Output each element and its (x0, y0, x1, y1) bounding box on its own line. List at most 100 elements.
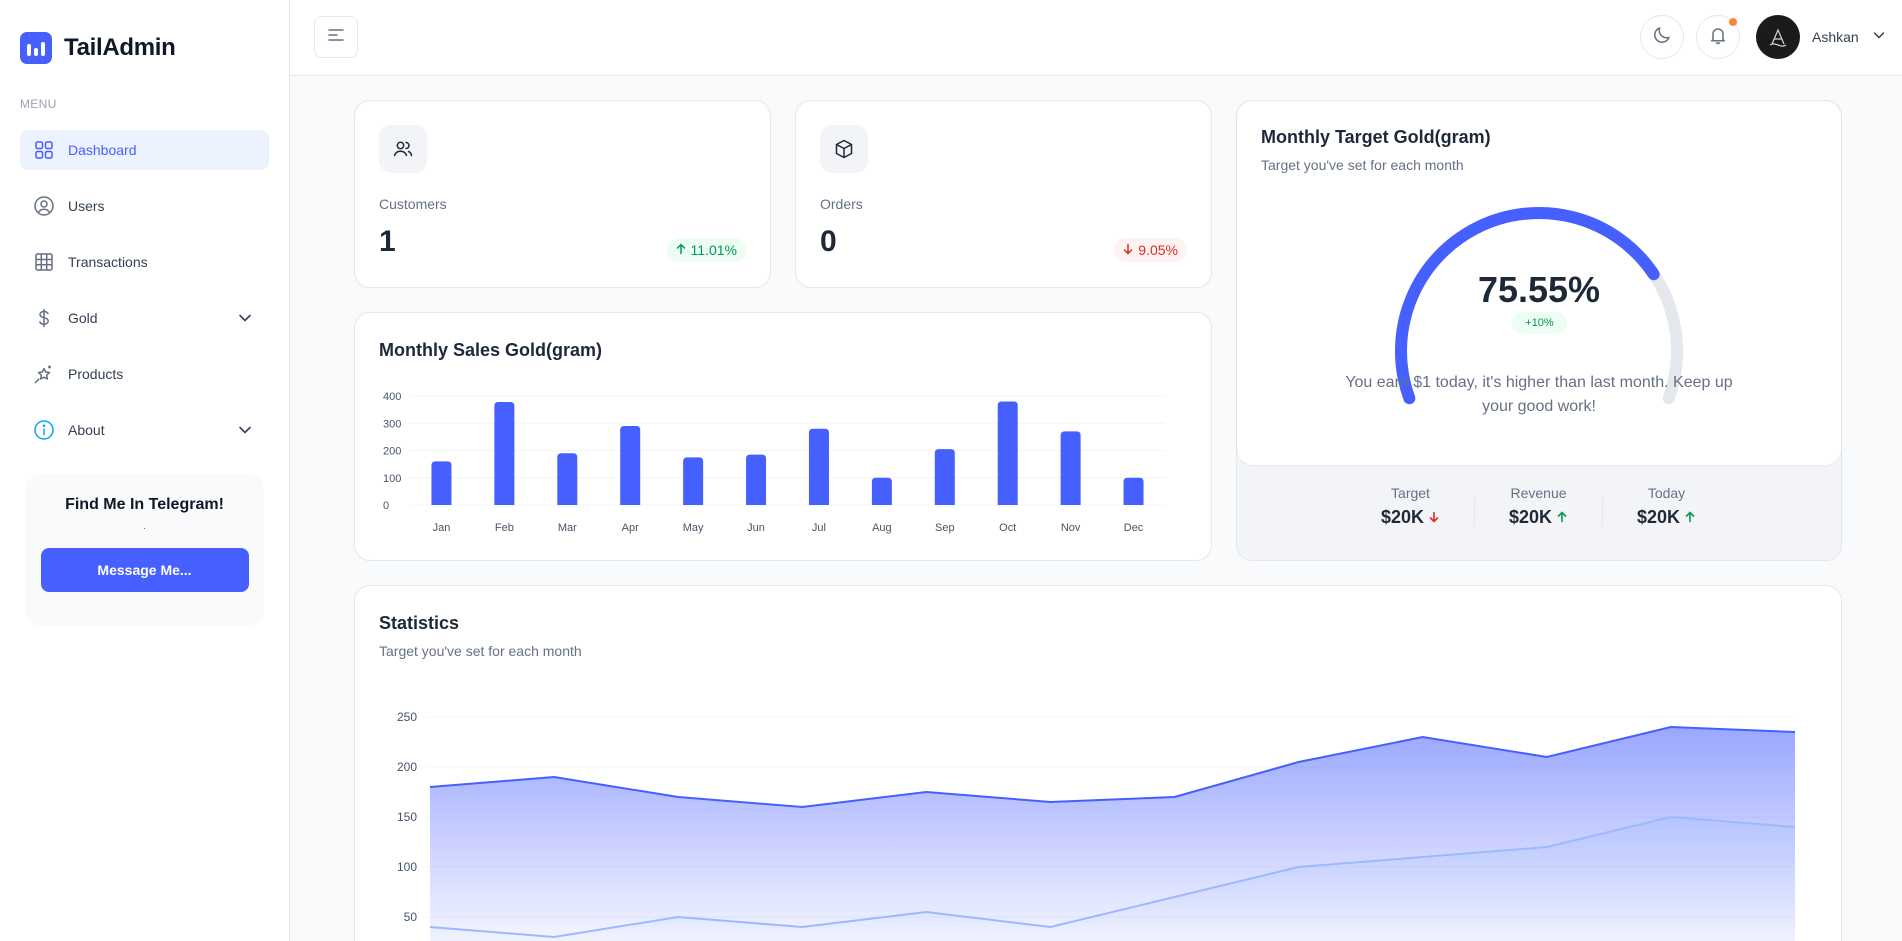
sidebar-item-label: Dashboard (68, 142, 137, 158)
x-tick-label: Feb (495, 522, 514, 534)
series-line (429, 815, 1796, 939)
dark-mode-toggle-button[interactable] (1640, 15, 1684, 59)
customers-metric-card: Customers 1 11.01% (354, 100, 771, 288)
notifications-button[interactable] (1696, 15, 1740, 59)
x-tick-label: Jun (747, 522, 765, 534)
bar (997, 401, 1018, 505)
target-change-badge: +10% (1512, 312, 1567, 334)
grid-icon (32, 138, 56, 162)
statistics-title: Statistics (379, 613, 460, 633)
x-tick-label: Jul (812, 522, 826, 534)
bar (1060, 431, 1081, 505)
arrow-up-icon (675, 242, 687, 258)
x-tick-label: Oct (999, 522, 1016, 534)
statistics-subtitle: Target you've set for each month (379, 643, 582, 659)
sidebar-toggle-button[interactable] (314, 16, 358, 58)
y-tick-label: 300 (383, 418, 401, 430)
x-tick-label: Nov (1061, 522, 1081, 534)
sidebar-item-users[interactable]: Users (20, 186, 269, 226)
logo-mark-icon (20, 32, 52, 64)
users-group-icon (379, 125, 427, 173)
area-fill (430, 817, 1795, 941)
bell-icon (1708, 25, 1728, 50)
x-tick-label: May (683, 522, 704, 534)
brand-logo[interactable]: TailAdmin (20, 32, 176, 64)
monthly-sales-card: Monthly Sales Gold(gram) 0 100 200 300 400 Ja… (354, 312, 1212, 561)
sidebar: TailAdmin MENU Dashboard Users Transacti… (0, 0, 290, 941)
x-tick-label: Dec (1124, 522, 1144, 534)
telegram-promo-card: Find Me In Telegram! . Message Me... (25, 474, 264, 626)
statistics-area-chart: 50 100 150 200 250 (397, 710, 1796, 941)
y-tick-label: 0 (383, 500, 389, 512)
target-stat-value: $20K (1380, 507, 1425, 527)
customers-label: Customers (379, 196, 447, 212)
user-menu[interactable]: Ashkan (1756, 15, 1887, 59)
user-circle-icon (32, 194, 56, 218)
monthly-target-title: Monthly Target Gold(gram) (1261, 127, 1491, 147)
bar (620, 425, 641, 505)
hamburger-menu-icon (328, 28, 344, 46)
sidebar-nav: Dashboard Users Transactions Gold (20, 130, 269, 466)
bar (683, 457, 704, 505)
telegram-dot: . (143, 521, 146, 532)
today-stat-value: $20K (1636, 507, 1681, 527)
bar (746, 454, 767, 505)
table-icon (32, 250, 56, 274)
y-tick-label: 400 (383, 391, 401, 403)
chevron-down-icon (1871, 27, 1887, 48)
monthly-sales-bar-chart: 0 100 200 300 400 Jan Feb Mar Apr May Jun Jul Aug Sep… (383, 391, 1165, 534)
monthly-target-card: Monthly Target Gold(gram) Target you've … (1236, 100, 1842, 561)
bar (808, 428, 829, 505)
stat-divider (1474, 497, 1475, 525)
monthly-target-inner: Monthly Target Gold(gram) Target you've … (1237, 101, 1841, 465)
brand-name: TailAdmin (64, 34, 176, 61)
arrow-up-icon (1556, 507, 1568, 528)
bar (494, 401, 515, 505)
sidebar-item-about[interactable]: About (20, 410, 269, 450)
sparkle-star-icon (32, 362, 56, 386)
message-me-button[interactable]: Message Me... (40, 548, 249, 592)
target-stat-label: Target (1391, 485, 1430, 501)
menu-heading: MENU (20, 97, 57, 111)
revenue-stat-label: Revenue (1510, 485, 1567, 501)
sidebar-item-label: Transactions (68, 254, 148, 270)
revenue-stat-value: $20K (1508, 507, 1553, 527)
user-name: Ashkan (1812, 29, 1859, 45)
bar (1123, 477, 1144, 505)
y-tick-label: 200 (397, 760, 417, 774)
orders-change-value: 9.05% (1138, 242, 1178, 258)
sidebar-item-gold[interactable]: Gold (20, 298, 269, 338)
target-message: You earn $1 today, it's higher than last… (1345, 374, 1733, 415)
sidebar-item-dashboard[interactable]: Dashboard (20, 130, 269, 170)
bar (934, 449, 955, 505)
bar (431, 461, 452, 505)
y-tick-label: 250 (397, 710, 417, 724)
x-tick-label: Mar (558, 522, 577, 534)
orders-label: Orders (820, 196, 863, 212)
statistics-card: Statistics Target you've set for each mo… (354, 585, 1842, 941)
x-tick-label: Jan (433, 522, 451, 534)
chevron-down-icon (235, 420, 255, 443)
monthly-sales-title: Monthly Sales Gold(gram) (379, 340, 603, 360)
y-tick-label: 150 (397, 810, 417, 824)
chevron-down-icon (235, 308, 255, 331)
sidebar-item-products[interactable]: Products (20, 354, 269, 394)
orders-change-badge: 9.05% (1114, 238, 1187, 262)
y-tick-label: 200 (383, 446, 401, 458)
sidebar-item-label: Users (68, 198, 105, 214)
customers-change-value: 11.01% (690, 242, 737, 258)
today-stat: Today $20K (1603, 485, 1730, 528)
x-tick-label: Apr (622, 522, 639, 534)
y-tick-label: 100 (397, 860, 417, 874)
sidebar-item-transactions[interactable]: Transactions (20, 242, 269, 282)
dollar-icon (32, 306, 56, 330)
info-icon (32, 418, 56, 442)
monthly-target-subtitle: Target you've set for each month (1261, 157, 1464, 173)
sidebar-item-label: Gold (68, 310, 98, 326)
y-tick-label: 100 (383, 473, 401, 485)
bar (557, 453, 578, 505)
customers-value: 1 (379, 225, 396, 258)
target-percent: 75.55% (1477, 269, 1601, 310)
revenue-stat: Revenue $20K (1475, 485, 1602, 528)
box-icon (820, 125, 868, 173)
